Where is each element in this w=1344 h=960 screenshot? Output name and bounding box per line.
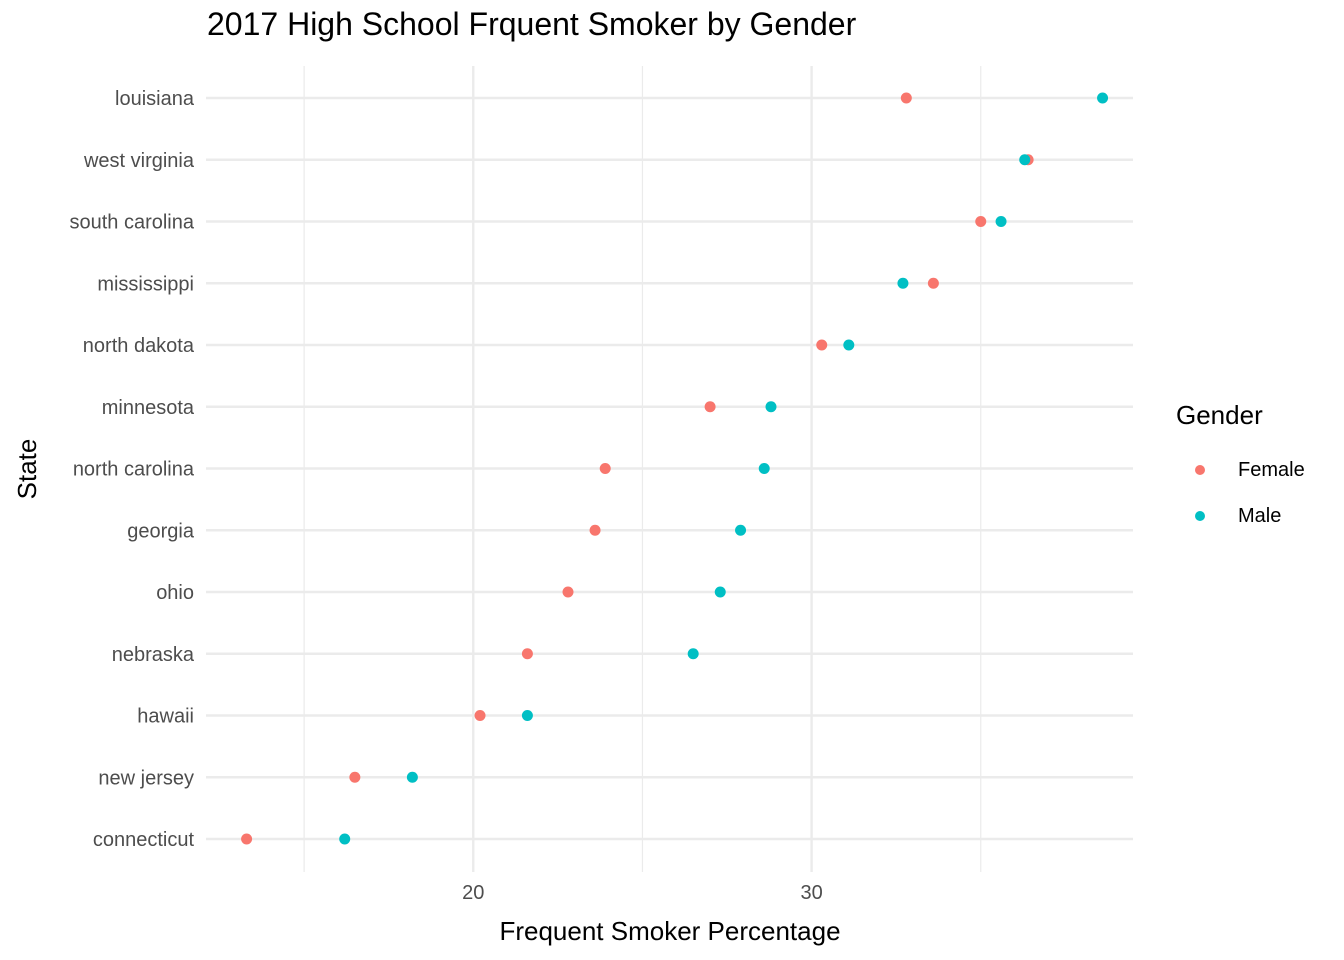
y-tick-label: mississippi <box>97 273 194 295</box>
point-female-connecticut <box>241 833 253 845</box>
y-tick-label: nebraska <box>112 644 195 666</box>
y-tick-label: south carolina <box>69 212 194 234</box>
point-male-north-dakota <box>843 339 855 351</box>
point-male-new-jersey <box>406 771 418 783</box>
point-male-west-virginia <box>1019 154 1031 166</box>
y-tick-label: north dakota <box>83 335 195 357</box>
legend-swatch-male <box>1195 511 1205 521</box>
data-points <box>241 92 1109 845</box>
point-female-nebraska <box>521 648 533 660</box>
y-tick-labels: louisiana west virginia south carolina miss… <box>69 88 194 851</box>
y-axis-title: State <box>12 439 42 500</box>
point-female-georgia <box>589 524 601 536</box>
x-tick-labels: 20 30 <box>462 882 823 904</box>
point-female-hawaii <box>474 710 486 721</box>
point-female-north-carolina <box>599 463 611 474</box>
point-female-louisiana <box>900 92 912 104</box>
point-male-nebraska <box>687 648 699 660</box>
y-tick-label: minnesota <box>102 397 195 419</box>
point-male-hawaii <box>521 710 533 721</box>
point-male-louisiana <box>1097 92 1109 104</box>
point-male-north-carolina <box>758 463 770 474</box>
point-male-mississippi <box>897 277 909 289</box>
y-tick-label: ohio <box>156 582 194 604</box>
point-male-ohio <box>714 586 726 598</box>
point-female-south-carolina <box>975 216 987 227</box>
legend-item-male: Male <box>1176 493 1305 539</box>
x-axis-title: Frequent Smoker Percentage <box>499 916 840 946</box>
y-tick-label: hawaii <box>137 706 194 728</box>
y-tick-label: connecticut <box>93 829 195 851</box>
legend-title: Gender <box>1176 400 1263 430</box>
category-gridlines <box>206 96 1133 841</box>
y-tick-label: west virginia <box>83 150 195 172</box>
point-female-new-jersey <box>349 771 361 783</box>
point-female-ohio <box>562 586 574 598</box>
x-tick-label: 20 <box>462 882 484 904</box>
point-female-minnesota <box>704 401 716 413</box>
legend-swatch-female <box>1195 465 1205 475</box>
y-tick-label: louisiana <box>115 88 195 110</box>
legend: Gender Female Male <box>1176 400 1305 539</box>
y-tick-label: new jersey <box>98 767 194 789</box>
legend-label-female: Female <box>1238 458 1305 481</box>
y-tick-label: georgia <box>127 520 195 542</box>
chart-title: 2017 High School Frquent Smoker by Gende… <box>207 6 857 42</box>
point-male-georgia <box>735 524 747 536</box>
legend-item-female: Female <box>1176 447 1305 493</box>
point-female-north-dakota <box>816 339 828 351</box>
legend-label-male: Male <box>1238 504 1282 527</box>
point-male-south-carolina <box>995 216 1007 227</box>
point-male-minnesota <box>765 401 777 413</box>
point-female-mississippi <box>927 277 939 289</box>
point-male-connecticut <box>339 833 351 845</box>
y-tick-label: north carolina <box>73 459 195 481</box>
x-tick-label: 30 <box>800 882 822 904</box>
